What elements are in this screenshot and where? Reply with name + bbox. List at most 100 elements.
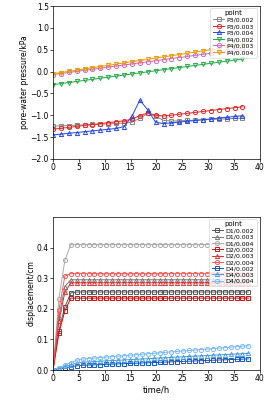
D1/0.002	[99, 290, 102, 294]
D4/0.002	[128, 361, 131, 366]
P3/0.003	[154, 113, 157, 118]
D4/0.003	[211, 353, 214, 358]
D1/0.002	[182, 290, 185, 294]
P3/0.003	[162, 114, 165, 118]
D2/0.002	[81, 296, 84, 300]
P4/0.002	[83, 78, 86, 83]
D1/0.004	[241, 242, 244, 247]
P4/0.004	[225, 45, 228, 50]
D1/0.002	[146, 290, 149, 294]
D1/0.003	[140, 277, 143, 282]
D2/0.004	[188, 271, 191, 276]
D4/0.002	[241, 357, 244, 362]
P4/0.003	[51, 72, 55, 77]
D4/0.003	[176, 355, 179, 360]
Line: D1/0.003: D1/0.003	[51, 278, 250, 372]
P4/0.004	[83, 66, 86, 71]
D2/0.002	[247, 296, 250, 300]
D2/0.003	[105, 280, 108, 285]
D4/0.002	[146, 360, 149, 365]
P3/0.002	[75, 123, 78, 128]
D1/0.003	[93, 277, 96, 282]
D2/0.004	[63, 274, 67, 278]
D1/0.002	[217, 290, 220, 294]
D2/0.002	[140, 296, 143, 300]
P3/0.003	[130, 117, 134, 122]
D1/0.004	[134, 242, 138, 247]
D2/0.004	[241, 271, 244, 276]
D2/0.002	[99, 296, 102, 300]
P3/0.004	[154, 120, 157, 125]
Legend: D1/0.002, D1/0.003, D1/0.004, D2/0.002, D2/0.003, D2/0.004, D4/0.002, D4/0.003, : D1/0.002, D1/0.003, D1/0.004, D2/0.002, …	[209, 219, 257, 286]
D4/0.003	[75, 360, 78, 365]
D2/0.003	[229, 280, 232, 285]
D1/0.003	[99, 277, 102, 282]
D4/0.004	[122, 353, 126, 358]
D2/0.004	[105, 271, 108, 276]
D4/0.003	[235, 352, 238, 356]
D1/0.002	[200, 290, 203, 294]
D4/0.002	[164, 360, 167, 364]
P3/0.003	[99, 121, 102, 126]
D4/0.002	[57, 366, 60, 371]
P3/0.002	[99, 122, 102, 126]
D1/0.003	[217, 277, 220, 282]
D2/0.004	[146, 271, 149, 276]
P3/0.004	[122, 124, 126, 129]
P3/0.002	[91, 122, 94, 127]
D1/0.004	[105, 242, 108, 247]
P4/0.004	[122, 60, 126, 65]
D2/0.004	[223, 271, 226, 276]
D1/0.004	[223, 242, 226, 247]
D2/0.004	[164, 271, 167, 276]
D1/0.004	[87, 242, 90, 247]
D2/0.002	[134, 296, 138, 300]
D4/0.004	[105, 355, 108, 360]
D1/0.002	[235, 290, 238, 294]
D1/0.003	[111, 277, 114, 282]
P4/0.002	[225, 59, 228, 64]
D4/0.002	[158, 360, 161, 365]
D4/0.004	[51, 368, 55, 372]
D4/0.002	[122, 361, 126, 366]
D1/0.003	[188, 277, 191, 282]
P4/0.002	[67, 80, 70, 85]
D4/0.004	[211, 346, 214, 351]
D1/0.002	[193, 290, 197, 294]
D4/0.003	[134, 357, 138, 362]
P3/0.004	[67, 131, 70, 136]
P3/0.002	[162, 118, 165, 123]
D4/0.002	[75, 363, 78, 368]
D4/0.004	[217, 346, 220, 350]
D2/0.002	[111, 296, 114, 300]
Line: D2/0.002: D2/0.002	[51, 296, 250, 372]
D1/0.004	[164, 242, 167, 247]
D2/0.002	[93, 296, 96, 300]
D1/0.003	[57, 314, 60, 319]
D1/0.003	[241, 277, 244, 282]
D1/0.004	[146, 242, 149, 247]
P3/0.004	[146, 108, 149, 112]
D1/0.004	[122, 242, 126, 247]
D4/0.004	[63, 363, 67, 368]
D2/0.003	[211, 280, 214, 285]
D2/0.002	[105, 296, 108, 300]
D4/0.004	[229, 345, 232, 350]
P4/0.002	[51, 82, 55, 87]
P3/0.004	[91, 128, 94, 133]
P4/0.003	[75, 69, 78, 74]
D2/0.003	[182, 280, 185, 285]
P3/0.004	[241, 113, 244, 118]
D4/0.004	[146, 351, 149, 356]
D2/0.003	[128, 280, 131, 285]
D4/0.004	[223, 345, 226, 350]
D1/0.002	[241, 290, 244, 294]
D4/0.004	[176, 349, 179, 354]
D1/0.003	[75, 277, 78, 282]
D2/0.004	[87, 271, 90, 276]
P4/0.002	[114, 74, 118, 78]
P3/0.004	[138, 98, 142, 102]
D4/0.004	[117, 354, 120, 358]
D4/0.002	[182, 359, 185, 364]
D2/0.003	[87, 280, 90, 285]
